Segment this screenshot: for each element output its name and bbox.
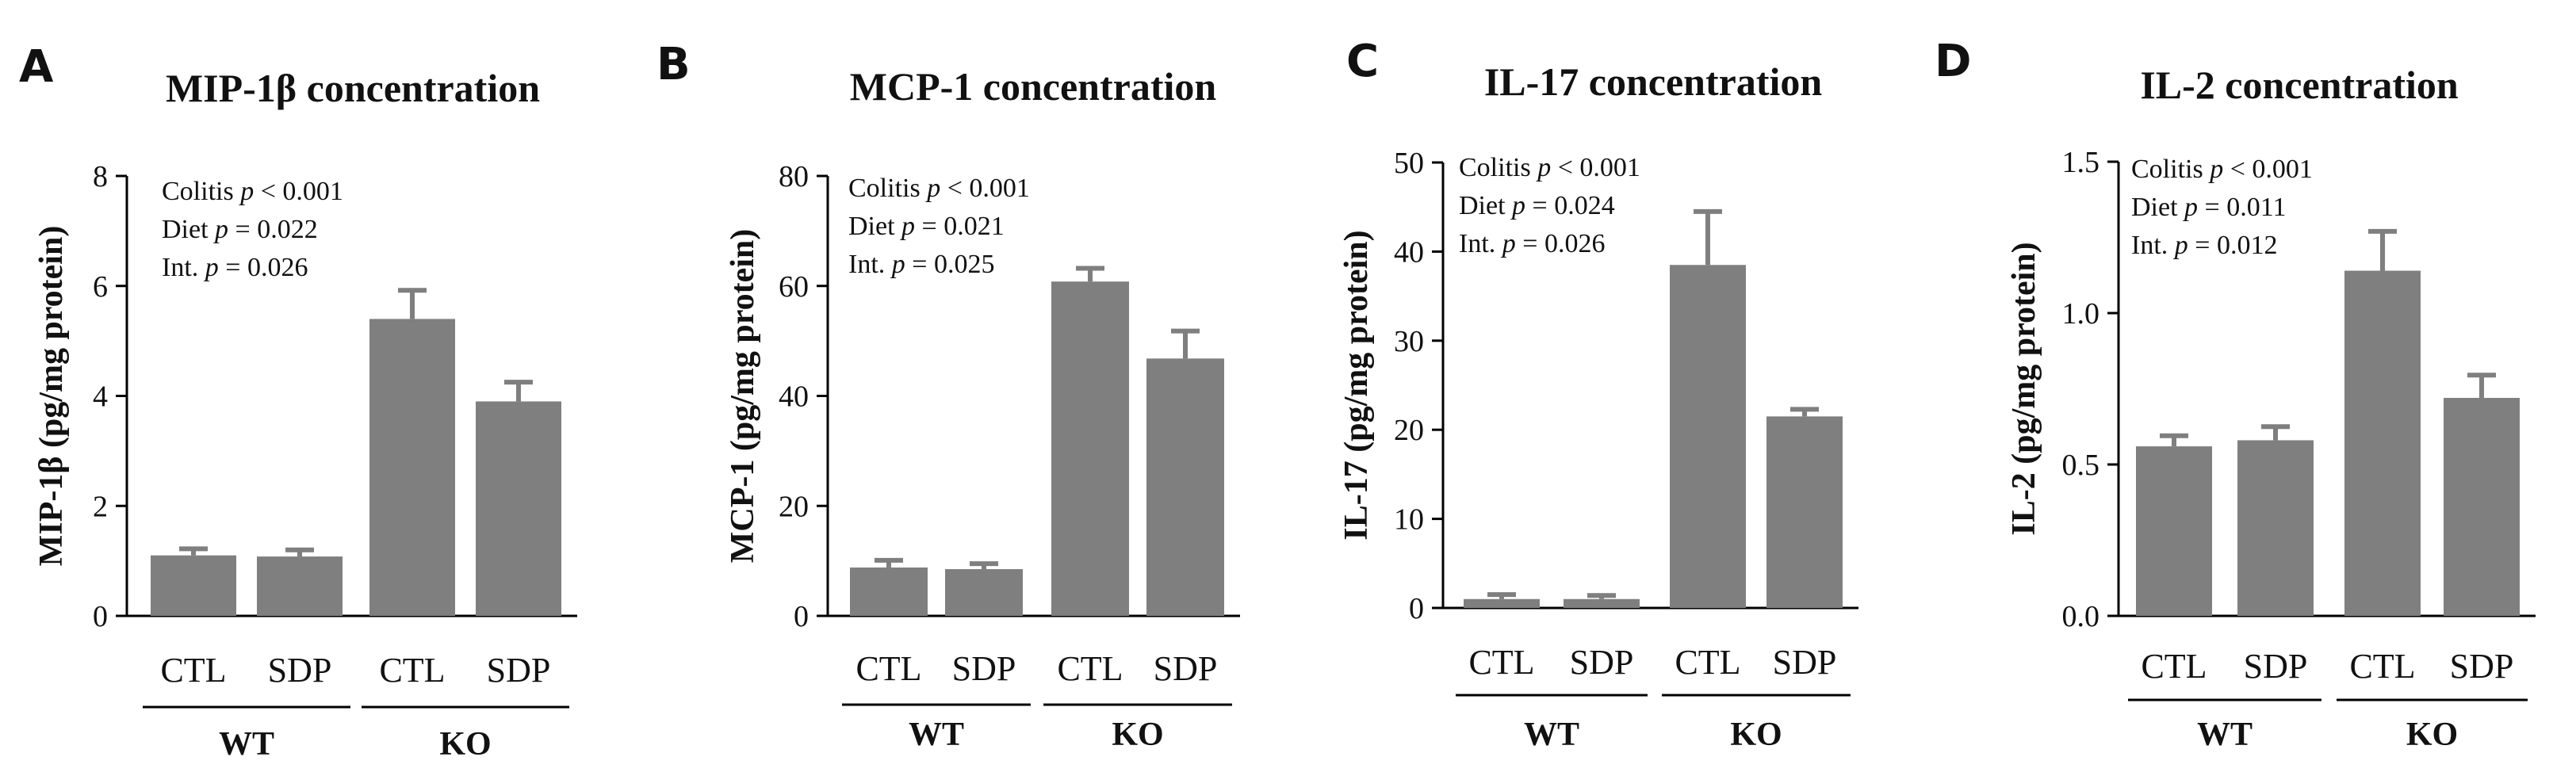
- y-tick-label: 40: [779, 380, 809, 414]
- y-axis-label: IL-17 (pg/mg protein): [1338, 230, 1375, 540]
- stat-annotation: Colitis p < 0.001: [1459, 153, 1640, 182]
- category-label: SDP: [487, 651, 551, 690]
- bar: [257, 556, 343, 616]
- category-label: SDP: [2450, 647, 2514, 686]
- bar: [945, 569, 1023, 616]
- category-label: CTL: [1468, 643, 1534, 682]
- chart-title: MCP-1 concentration: [850, 64, 1217, 109]
- y-tick-label: 0: [93, 600, 108, 633]
- stat-annotation: Int. p = 0.026: [1459, 229, 1605, 258]
- y-tick-label: 0: [1409, 592, 1424, 625]
- y-tick-label: 80: [779, 160, 809, 193]
- stat-annotation: Diet p = 0.022: [162, 215, 318, 244]
- y-tick-label: 60: [779, 270, 809, 304]
- y-tick-label: 4: [93, 380, 108, 414]
- chart-title: IL-17 concentration: [1484, 59, 1823, 104]
- group-label: KO: [2406, 717, 2458, 753]
- y-tick-label: 0.0: [2062, 600, 2100, 633]
- bar: [369, 319, 455, 616]
- y-tick-label: 20: [779, 490, 809, 523]
- panel-letter: C: [1346, 36, 1379, 87]
- panel-letter: D: [1935, 36, 1971, 87]
- category-label: SDP: [952, 649, 1016, 688]
- group-label: WT: [1524, 717, 1579, 753]
- stat-annotation: Int. p = 0.025: [848, 250, 994, 279]
- category-label: CTL: [1057, 649, 1123, 688]
- y-tick-label: 10: [1394, 503, 1424, 537]
- category-label: SDP: [1570, 643, 1634, 682]
- chart-title: IL-2 concentration: [2140, 63, 2459, 107]
- y-axis-label: MCP-1 (pg/mg protein): [725, 229, 761, 564]
- stat-annotation: Colitis p < 0.001: [2131, 155, 2313, 184]
- y-tick-label: 50: [1394, 147, 1424, 180]
- y-tick-label: 0: [794, 600, 809, 633]
- bar: [1051, 281, 1129, 616]
- group-label: KO: [1730, 717, 1782, 753]
- stat-annotation: Diet p = 0.011: [2131, 193, 2286, 222]
- group-label: KO: [439, 726, 491, 763]
- stat-annotation: Int. p = 0.012: [2131, 231, 2277, 260]
- panel-a: A MIP-1β concentration MIP-1β (pg/mg prote…: [19, 41, 577, 763]
- bar: [1766, 416, 1843, 608]
- bar: [2136, 446, 2212, 616]
- y-tick-label: 40: [1394, 235, 1424, 269]
- group-label: WT: [219, 726, 274, 763]
- category-label: CTL: [855, 649, 921, 688]
- group-label: WT: [909, 717, 964, 753]
- category-label: CTL: [160, 651, 226, 690]
- bar: [1670, 265, 1746, 608]
- panel-letter: B: [656, 39, 691, 90]
- bar: [1464, 598, 1540, 608]
- stat-annotation: Int. p = 0.026: [162, 253, 308, 282]
- category-label: SDP: [2244, 647, 2308, 686]
- group-label: KO: [1112, 717, 1163, 753]
- panel-b: B MCP-1 concentration MCP-1 (pg/mg protein…: [656, 39, 1240, 753]
- bar: [2444, 397, 2520, 616]
- y-tick-label: 20: [1394, 414, 1424, 447]
- bar: [1146, 358, 1224, 616]
- bar: [151, 555, 236, 616]
- y-tick-label: 6: [93, 270, 108, 304]
- y-tick-label: 2: [93, 490, 108, 523]
- category-label: SDP: [1773, 643, 1837, 682]
- category-label: SDP: [1154, 649, 1218, 688]
- category-label: CTL: [379, 651, 445, 690]
- stat-annotation: Diet p = 0.024: [1459, 191, 1615, 220]
- y-axis-label: IL-2 (pg/mg protein): [2006, 242, 2042, 535]
- category-label: SDP: [268, 651, 332, 690]
- bar: [476, 401, 561, 616]
- category-label: CTL: [1675, 643, 1740, 682]
- bar: [850, 567, 928, 616]
- panel-d: D IL-2 concentration IL-2 (pg/mg protein) 0…: [1935, 36, 2536, 753]
- panel-c: C IL-17 concentration IL-17 (pg/mg protein…: [1338, 36, 1858, 753]
- y-tick-label: 1.0: [2062, 297, 2100, 331]
- panel-letter: A: [19, 41, 54, 93]
- bar: [2237, 440, 2314, 616]
- category-label: CTL: [2349, 647, 2415, 686]
- bar: [2344, 270, 2421, 616]
- bar: [1564, 598, 1640, 608]
- y-tick-label: 1.5: [2062, 146, 2100, 179]
- y-tick-label: 30: [1394, 325, 1424, 358]
- chart-title: MIP-1β concentration: [166, 66, 540, 110]
- group-label: WT: [2197, 717, 2253, 753]
- category-label: CTL: [2141, 647, 2207, 686]
- stat-annotation: Colitis p < 0.001: [848, 174, 1030, 203]
- stat-annotation: Diet p = 0.021: [848, 212, 1005, 241]
- y-tick-label: 0.5: [2062, 449, 2100, 482]
- y-axis-label: MIP-1β (pg/mg protein): [33, 226, 70, 567]
- y-tick-label: 8: [93, 160, 108, 193]
- stat-annotation: Colitis p < 0.001: [162, 177, 343, 206]
